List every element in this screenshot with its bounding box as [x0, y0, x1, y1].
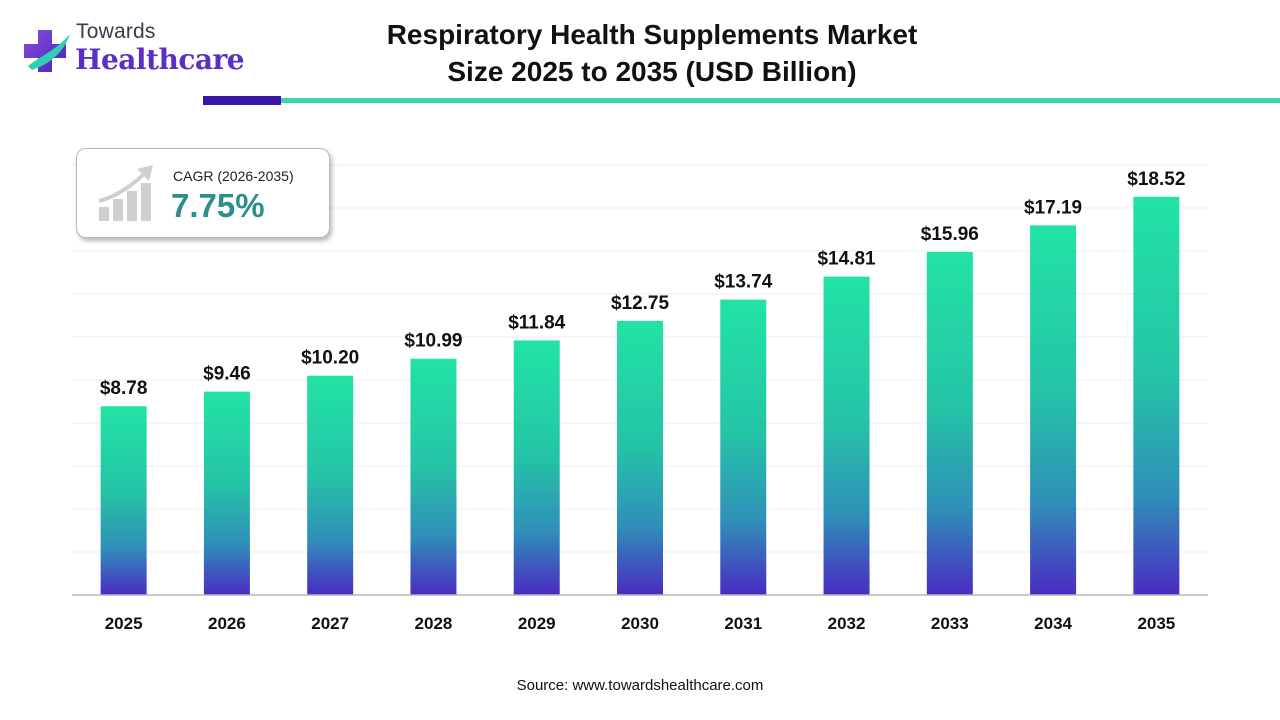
- header-rule: [281, 98, 1280, 103]
- growth-chart-icon: [98, 165, 153, 221]
- data-label-2027: $10.20: [301, 348, 359, 369]
- medical-cross-icon: [24, 30, 70, 72]
- data-label-2025: $8.78: [100, 378, 148, 399]
- bar-2029: [513, 340, 560, 595]
- bar-2031: [720, 299, 767, 595]
- data-label-2035: $18.52: [1127, 169, 1185, 190]
- data-label-2034: $17.19: [1024, 197, 1082, 218]
- cagr-callout: CAGR (2026-2035) 7.75%: [76, 148, 330, 238]
- bars: [100, 196, 1180, 596]
- data-label-2026: $9.46: [203, 364, 251, 385]
- brand-logo: Towards Healthcare: [20, 16, 250, 86]
- bar-2032: [823, 276, 870, 595]
- x-tick-2027: 2027: [311, 614, 349, 633]
- data-label-2030: $12.75: [611, 293, 670, 314]
- chart-title: Respiratory Health Supplements Market Si…: [352, 16, 952, 90]
- x-tick-2028: 2028: [415, 614, 453, 633]
- data-label-2028: $10.99: [404, 331, 462, 352]
- x-tick-2029: 2029: [518, 614, 556, 633]
- x-axis-ticks: 2025 2026 2027 2028 2029 2030 2031 2032 2033 2034…: [105, 614, 1176, 633]
- brand-name-top: Towards: [76, 20, 156, 43]
- bar-2033: [926, 251, 973, 596]
- chart-title-line-1: Respiratory Health Supplements Market: [386, 19, 918, 50]
- data-label-2029: $11.84: [508, 312, 565, 333]
- bar-2035: [1133, 196, 1180, 595]
- header-rule-accent: [203, 96, 281, 105]
- data-label-2032: $14.81: [817, 249, 876, 270]
- bar-2025: [100, 406, 147, 595]
- x-tick-2032: 2032: [828, 614, 866, 633]
- x-tick-2034: 2034: [1034, 614, 1072, 633]
- data-labels: $8.78 $9.46 $10.20 $10.99 $11.84 $12.75 $13.74…: [100, 169, 1186, 399]
- x-tick-2026: 2026: [208, 614, 246, 633]
- x-tick-2033: 2033: [931, 614, 969, 633]
- chart-title-line-2: Size 2025 to 2035 (USD Billion): [447, 56, 857, 87]
- source-note: Source: www.towardshealthcare.com: [516, 677, 764, 694]
- x-tick-2030: 2030: [621, 614, 659, 633]
- data-label-2031: $13.74: [714, 272, 773, 293]
- x-tick-2035: 2035: [1137, 614, 1175, 633]
- data-label-2033: $15.96: [921, 224, 979, 245]
- brand-name-bottom: Healthcare: [75, 43, 245, 76]
- bar-2026: [203, 391, 250, 595]
- bar-2034: [1030, 225, 1077, 596]
- bar-2027: [307, 375, 354, 595]
- x-tick-2031: 2031: [724, 614, 762, 633]
- bar-2028: [410, 358, 457, 595]
- x-tick-2025: 2025: [105, 614, 143, 633]
- cagr-value: 7.75%: [171, 187, 265, 224]
- cagr-label: CAGR (2026-2035): [173, 168, 294, 184]
- bar-2030: [617, 320, 663, 595]
